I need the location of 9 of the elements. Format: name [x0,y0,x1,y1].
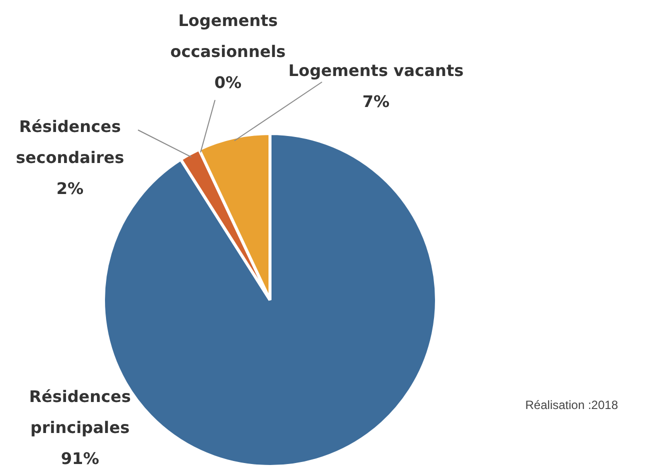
data-label: 7% [362,92,390,112]
category-label: Logements occasionnels [170,11,286,62]
slice-label: Résidences secondaires [16,117,124,168]
data-label: 91% [60,449,100,468]
slice-label: Résidences principales [29,387,131,438]
text: 0% [214,73,242,92]
text: Réalisation :2018 [525,398,618,412]
data-label: 2% [56,179,84,198]
slice-label: Logements vacants [288,61,464,80]
